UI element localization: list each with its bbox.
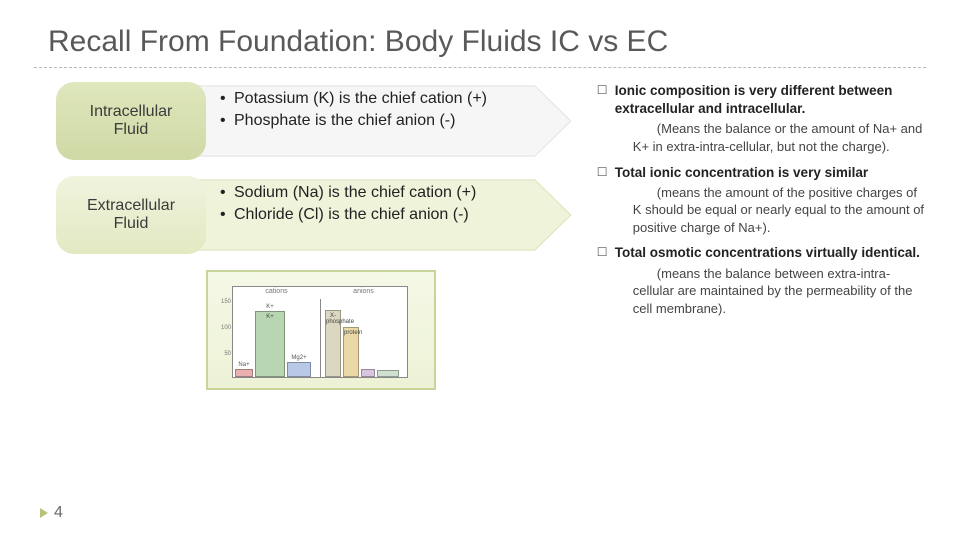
left-column: IntracellularFluid •Potassium (K) is the… xyxy=(56,82,575,390)
ec-bullet-1: Sodium (Na) is the chief cation (+) xyxy=(234,182,565,204)
bullets-extracellular: •Sodium (Na) is the chief cation (+) •Ch… xyxy=(206,176,575,231)
chart-bars: Na+K+K+Mg2+X-phosphateprotein xyxy=(233,299,407,377)
main-content: IntracellularFluid •Potassium (K) is the… xyxy=(0,82,960,390)
page-number-value: 4 xyxy=(54,504,63,522)
page-marker-icon xyxy=(40,508,48,518)
note-3-sub: (means the balance between extra-intra-c… xyxy=(597,265,926,318)
ic-bullet-1: Potassium (K) is the chief cation (+) xyxy=(234,88,565,110)
bullets-intracellular: •Potassium (K) is the chief cation (+) •… xyxy=(206,82,575,137)
note-2: ☐ Total ionic concentration is very simi… xyxy=(597,164,926,182)
chart-hdr-cations: cations xyxy=(233,288,320,299)
badge-extracellular: ExtracellularFluid xyxy=(56,176,206,254)
ec-bullet-2: Chloride (Cl) is the chief anion (-) xyxy=(234,204,565,226)
note-2-sub: (means the amount of the positive charge… xyxy=(597,184,926,237)
note-3-text: Total osmotic concentrations virtually i… xyxy=(615,244,926,262)
checkbox-icon: ☐ xyxy=(597,82,615,118)
note-1-text: Ionic composition is very different betw… xyxy=(615,82,926,118)
note-1-sub: (Means the balance or the amount of Na+ … xyxy=(597,120,926,155)
page-number: 4 xyxy=(40,504,63,522)
chart-plot-area: cations anions 150 100 50 Na+K+K+Mg2+X-p… xyxy=(232,286,408,378)
chart-headers: cations anions xyxy=(233,288,407,299)
right-column: ☐ Ionic composition is very different be… xyxy=(597,82,926,390)
note-2-text: Total ionic concentration is very simila… xyxy=(615,164,926,182)
checkbox-icon: ☐ xyxy=(597,164,615,182)
ic-bullet-2: Phosphate is the chief anion (-) xyxy=(234,110,565,132)
fluid-row-ec: ExtracellularFluid •Sodium (Na) is the c… xyxy=(56,176,575,254)
badge-intracellular: IntracellularFluid xyxy=(56,82,206,160)
note-1: ☐ Ionic composition is very different be… xyxy=(597,82,926,118)
fluid-row-ic: IntracellularFluid •Potassium (K) is the… xyxy=(56,82,575,160)
checkbox-icon: ☐ xyxy=(597,244,615,262)
chart-hdr-anions: anions xyxy=(320,288,407,299)
title-divider xyxy=(34,67,926,68)
slide-title: Recall From Foundation: Body Fluids IC v… xyxy=(0,0,960,67)
chart-yaxis: 150 100 50 xyxy=(215,299,231,377)
note-3: ☐ Total osmotic concentrations virtually… xyxy=(597,244,926,262)
ion-chart: cations anions 150 100 50 Na+K+K+Mg2+X-p… xyxy=(206,270,436,390)
